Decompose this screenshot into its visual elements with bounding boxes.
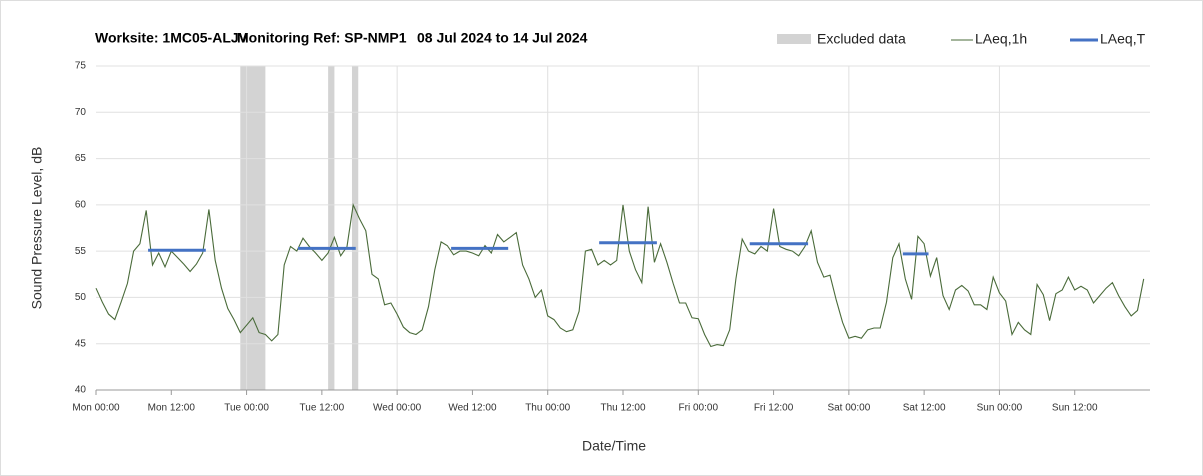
- legend-label: Excluded data: [817, 31, 906, 47]
- x-tick-label: Mon 00:00: [72, 403, 120, 414]
- x-tick-label: Fri 12:00: [754, 403, 794, 414]
- x-tick-label: Sat 00:00: [827, 403, 870, 414]
- x-tick-label: Sat 12:00: [903, 403, 946, 414]
- x-tick-label: Thu 12:00: [600, 403, 645, 414]
- x-tick-label: Sun 12:00: [1052, 403, 1098, 414]
- x-tick-label: Wed 12:00: [448, 403, 497, 414]
- y-tick-label: 65: [75, 153, 87, 164]
- x-tick-label: Wed 00:00: [373, 403, 422, 414]
- y-tick-label: 55: [75, 246, 87, 257]
- excluded-band: [240, 66, 266, 390]
- x-tick-label: Thu 00:00: [525, 403, 570, 414]
- x-tick-label: Mon 12:00: [148, 403, 196, 414]
- x-tick-label: Tue 12:00: [300, 403, 345, 414]
- x-tick-label: Sun 00:00: [977, 403, 1023, 414]
- y-tick-label: 60: [75, 199, 87, 210]
- chart-title: Worksite: 1MC05-ALJV: [95, 30, 249, 46]
- y-tick-label: 45: [75, 338, 87, 349]
- x-axis-label: Date/Time: [582, 438, 646, 454]
- y-tick-label: 40: [75, 385, 87, 396]
- y-axis-label: Sound Pressure Level, dB: [29, 147, 45, 310]
- legend-swatch: [777, 34, 811, 44]
- chart-subtitle: Monitoring Ref: SP-NMP1: [237, 30, 407, 46]
- y-tick-label: 70: [75, 107, 87, 118]
- legend-label: LAeq,1h: [975, 31, 1027, 47]
- y-tick-label: 75: [75, 61, 87, 72]
- x-tick-label: Fri 00:00: [679, 403, 719, 414]
- excluded-band: [351, 66, 359, 390]
- excluded-band: [328, 66, 335, 390]
- y-tick-label: 50: [75, 292, 87, 303]
- legend-label: LAeq,T: [1100, 31, 1146, 47]
- x-tick-label: Tue 00:00: [224, 403, 269, 414]
- date-range: 08 Jul 2024 to 14 Jul 2024: [417, 30, 588, 46]
- line-series: [95, 202, 1145, 348]
